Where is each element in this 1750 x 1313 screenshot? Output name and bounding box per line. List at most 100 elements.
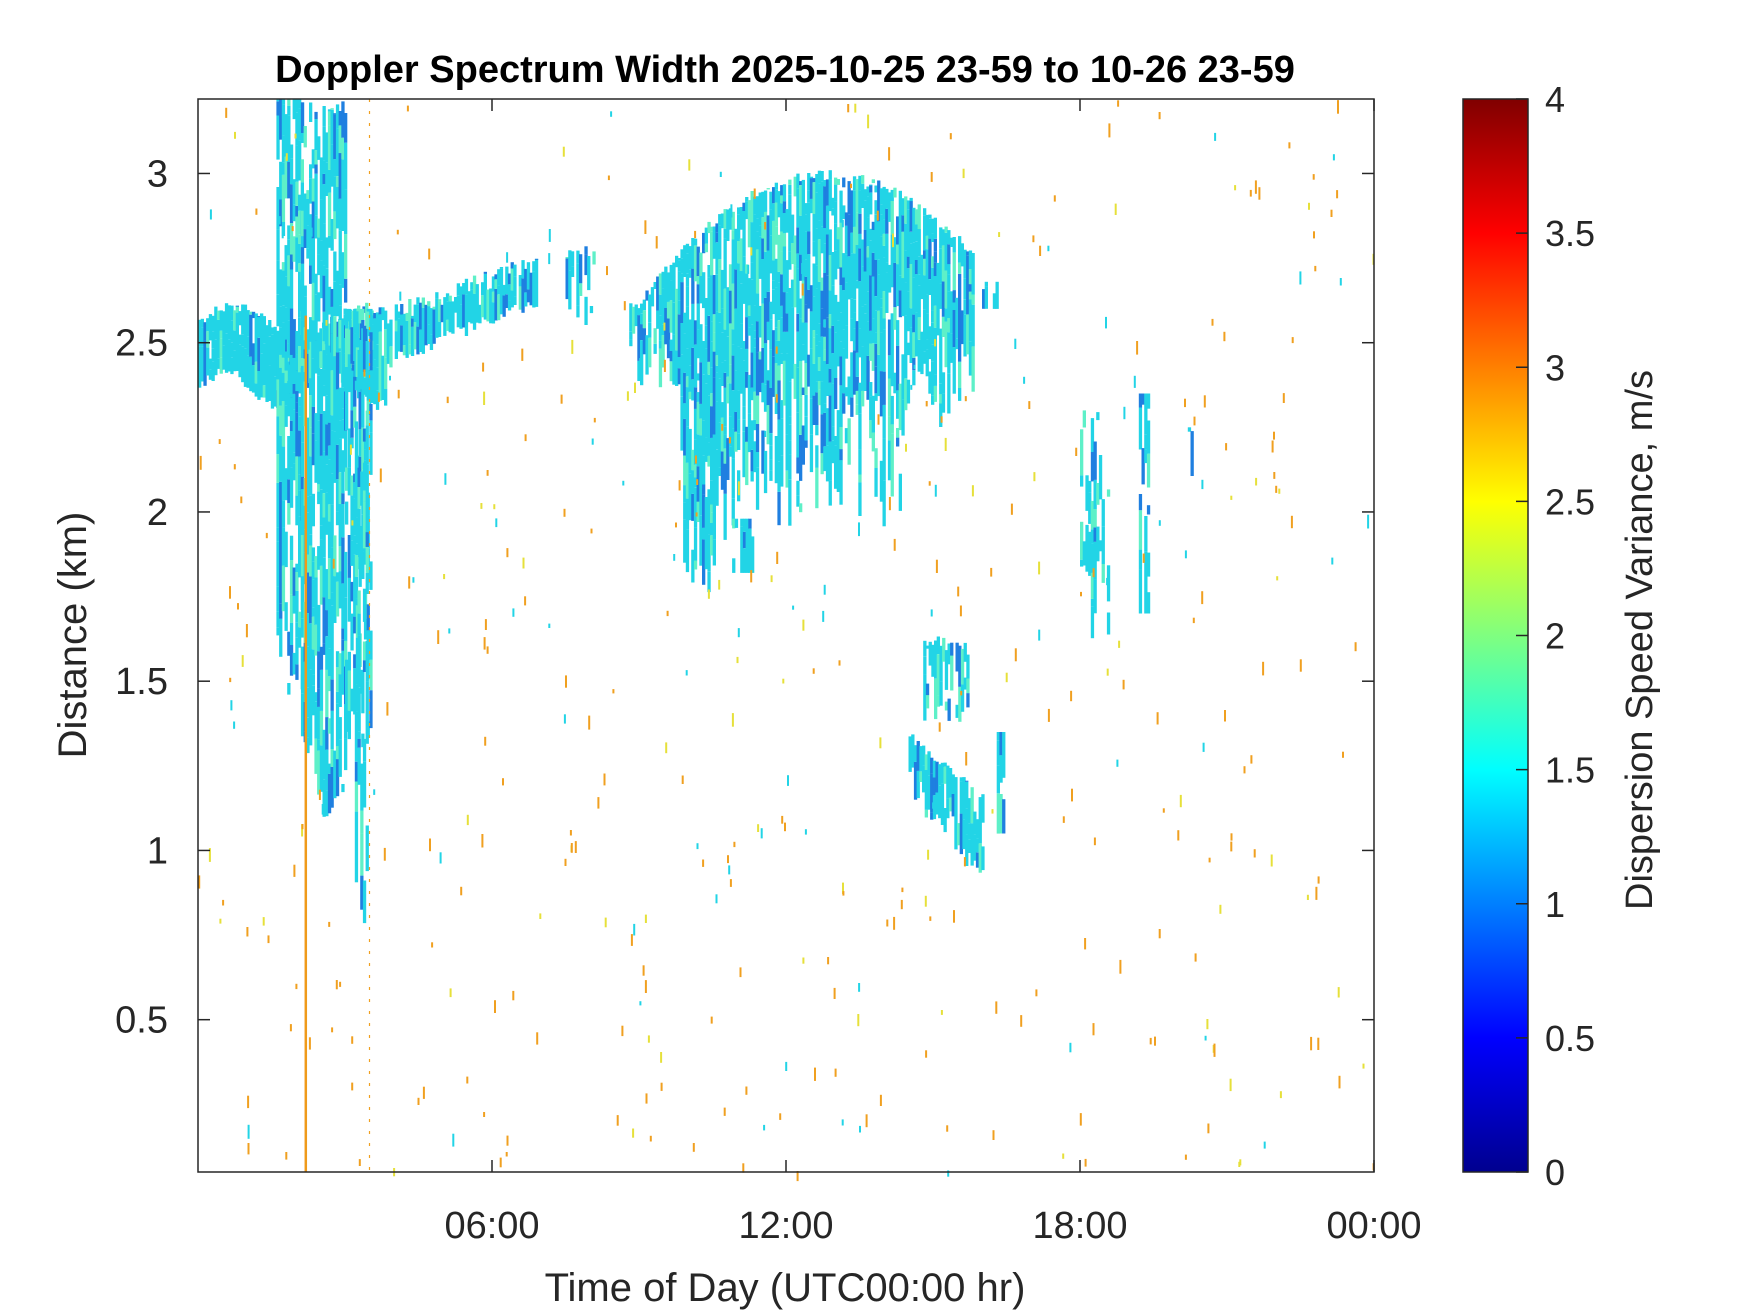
- echo-pixel: [680, 258, 684, 273]
- echo-pixel: [507, 300, 512, 311]
- echo-pixel: [834, 436, 838, 446]
- echo-pixel: [375, 344, 380, 368]
- echo-pixel: [683, 502, 687, 520]
- noise-pixel: [536, 1032, 539, 1045]
- echo-pixel: [777, 419, 781, 462]
- noise-pixel: [685, 670, 688, 676]
- echo-pixel: [235, 312, 239, 339]
- echo-pixel: [925, 683, 930, 696]
- echo-pixel: [718, 268, 722, 313]
- echo-pixel: [747, 374, 752, 414]
- noise-pixel: [229, 677, 232, 683]
- noise-pixel: [590, 528, 593, 534]
- echo-pixel: [1141, 471, 1145, 485]
- echo-pixel: [737, 214, 741, 241]
- echo-pixel: [338, 198, 342, 231]
- noise-pixel: [431, 942, 434, 948]
- echo-pixel: [322, 369, 326, 386]
- echo-pixel: [801, 209, 805, 245]
- echo-pixel: [230, 320, 234, 343]
- noise-pixel: [723, 1107, 726, 1116]
- echo-pixel: [680, 249, 684, 259]
- echo-pixel: [696, 246, 700, 277]
- echo-pixel: [931, 267, 935, 311]
- echo-pixel: [200, 346, 204, 382]
- echo-pixel: [704, 437, 708, 462]
- echo-pixel: [227, 339, 231, 372]
- echo-pixel: [287, 286, 291, 321]
- echo-pixel: [839, 267, 843, 286]
- echo-pixel: [295, 590, 299, 623]
- echo-pixel: [731, 344, 735, 356]
- echo-pixel: [796, 188, 800, 228]
- echo-pixel: [984, 286, 988, 309]
- echo-pixel: [906, 256, 911, 269]
- echo-pixel: [680, 396, 684, 435]
- noise-pixel: [865, 1114, 868, 1128]
- noise-pixel: [1317, 876, 1320, 884]
- noise-pixel: [1308, 202, 1310, 210]
- noise-pixel: [757, 824, 760, 832]
- echo-pixel: [287, 225, 291, 240]
- echo-pixel: [314, 215, 318, 239]
- echo-pixel: [365, 502, 369, 533]
- echo-pixel: [788, 179, 792, 185]
- noise-pixel: [1207, 1123, 1210, 1134]
- echo-pixel: [710, 367, 714, 394]
- echo-pixel: [707, 221, 711, 234]
- echo-pixel: [923, 208, 927, 216]
- echo-pixel: [904, 378, 908, 411]
- echo-pixel: [680, 323, 684, 355]
- noise-pixel: [1201, 479, 1204, 490]
- echo-pixel: [333, 760, 337, 799]
- echo-pixel: [384, 310, 388, 330]
- echo-pixel: [408, 344, 412, 355]
- echo-pixel: [896, 320, 900, 346]
- echo-pixel: [931, 233, 935, 242]
- echo-pixel: [790, 279, 795, 308]
- echo-pixel: [877, 355, 881, 397]
- echo-pixel: [378, 307, 382, 315]
- echo-pixel: [782, 292, 787, 332]
- noise-pixel: [1273, 472, 1276, 479]
- noise-pixel: [728, 865, 731, 875]
- echo-pixel: [793, 235, 797, 266]
- echo-pixel: [361, 427, 365, 470]
- echo-pixel: [882, 219, 886, 234]
- noise-pixel: [1271, 440, 1274, 453]
- echo-pixel: [494, 288, 498, 321]
- noise-pixel: [645, 1093, 648, 1104]
- echo-pixel: [923, 640, 927, 657]
- echo-pixel: [890, 343, 894, 387]
- noise-pixel: [747, 264, 750, 274]
- echo-pixel: [788, 416, 792, 425]
- echo-pixel: [499, 268, 504, 315]
- echo-pixel: [300, 275, 305, 309]
- echo-pixel: [298, 416, 302, 431]
- echo-pixel: [467, 291, 471, 323]
- echo-pixel: [373, 359, 377, 405]
- echo-pixel: [358, 549, 362, 587]
- echo-pixel: [357, 508, 361, 525]
- echo-pixel: [518, 286, 522, 310]
- echo-pixel: [893, 372, 897, 394]
- echo-pixel: [710, 406, 714, 438]
- echo-pixel: [677, 300, 681, 315]
- echo-pixel: [491, 276, 496, 292]
- echo-pixel: [691, 303, 695, 348]
- noise-pixel: [571, 339, 574, 354]
- noise-pixel: [396, 229, 399, 235]
- echo-pixel: [335, 104, 340, 129]
- echo-pixel: [373, 318, 377, 360]
- noise-pixel: [776, 551, 779, 564]
- echo-pixel: [298, 210, 302, 221]
- echo-pixel: [292, 652, 296, 675]
- echo-pixel: [780, 418, 784, 456]
- echo-pixel: [950, 642, 954, 656]
- echo-pixel: [650, 287, 655, 307]
- noise-pixel: [731, 713, 734, 727]
- echo-pixel: [919, 746, 923, 772]
- echo-pixel: [710, 321, 714, 342]
- echo-pixel: [319, 368, 324, 414]
- echo-pixel: [279, 161, 283, 200]
